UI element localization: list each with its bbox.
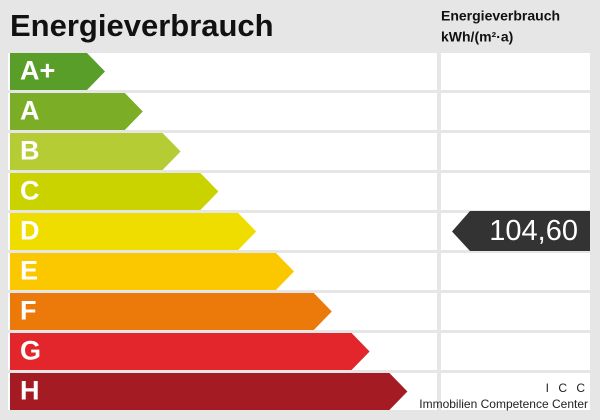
value-cell: [441, 253, 590, 290]
class-arrow: [10, 293, 332, 330]
footer-short: I C C: [546, 381, 588, 395]
class-arrow: [10, 133, 181, 170]
value-cell: [441, 93, 590, 130]
value-cell: [441, 53, 590, 90]
value-text: 104,60: [489, 215, 578, 247]
footer-name: Immobilien Competence Center: [419, 397, 588, 411]
class-label: H: [20, 376, 40, 406]
value-cell: [441, 333, 590, 370]
value-cell: [441, 293, 590, 330]
column-title: Energieverbrauch: [441, 8, 560, 24]
title: Energieverbrauch: [10, 8, 274, 43]
class-label: E: [20, 256, 38, 286]
value-marker: [452, 211, 590, 251]
column-unit: kWh/(m²·a): [441, 29, 513, 45]
class-label: B: [20, 136, 40, 166]
class-arrow: [10, 253, 294, 290]
value-cell: [441, 373, 590, 410]
class-label: C: [20, 176, 40, 206]
class-arrow: [10, 333, 370, 370]
class-arrow: [10, 173, 219, 210]
class-label: G: [20, 336, 41, 366]
class-arrow: [10, 373, 408, 410]
value-cell: [441, 173, 590, 210]
class-arrow: [10, 213, 257, 250]
class-arrow: [10, 93, 143, 130]
class-label: F: [20, 296, 37, 326]
value-cell: [441, 133, 590, 170]
class-arrow: [10, 53, 105, 90]
class-label: A: [20, 96, 40, 126]
class-label: D: [20, 216, 40, 246]
class-label: A+: [20, 56, 55, 86]
